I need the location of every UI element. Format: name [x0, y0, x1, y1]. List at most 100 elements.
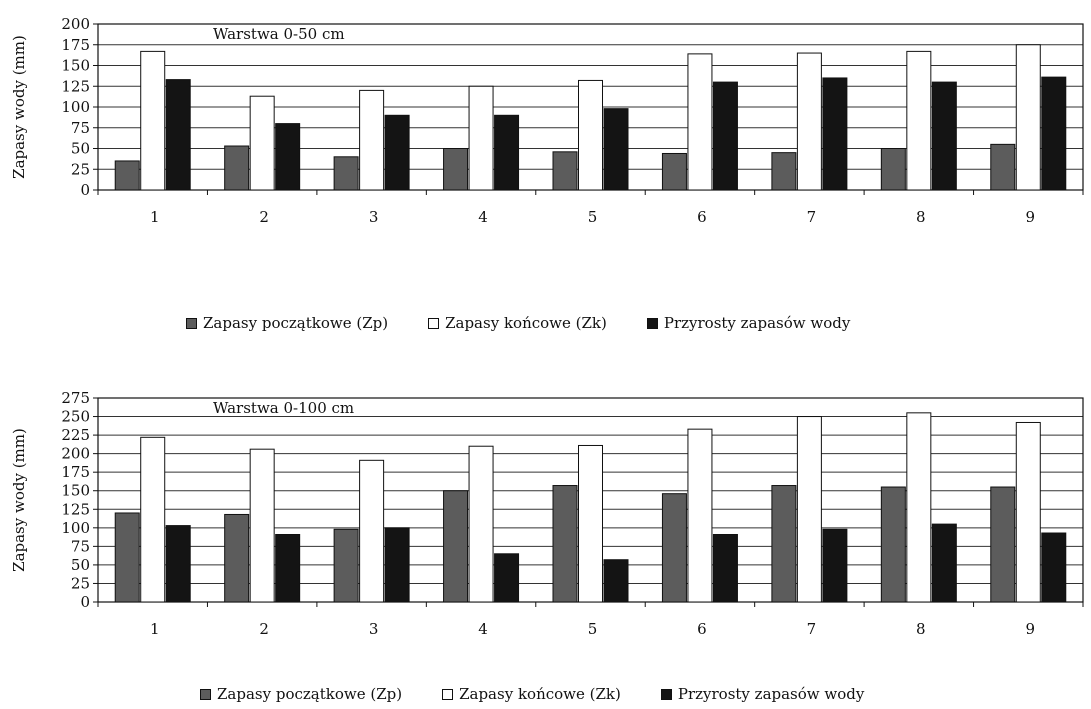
y-tick-label: 225 — [61, 426, 90, 444]
bar — [1041, 76, 1067, 191]
bar — [114, 160, 140, 191]
bar — [578, 79, 603, 191]
x-tick-label: 6 — [697, 208, 707, 226]
bar — [359, 459, 385, 603]
x-tick-label: 5 — [588, 620, 598, 638]
legend-swatch-zp — [200, 688, 211, 700]
x-tick-label: 2 — [259, 208, 269, 226]
bar — [468, 85, 494, 191]
y-tick-label: 200 — [61, 15, 90, 33]
x-tick-label: 3 — [369, 208, 379, 226]
x-tick-label: 4 — [478, 620, 488, 638]
bar — [712, 533, 738, 603]
legend-swatch-zp — [186, 317, 197, 329]
y-tick-label: 275 — [61, 389, 90, 407]
bar — [661, 493, 687, 603]
legend-bottom: Zapasy początkowe (Zp) Zapasy końcowe (Z… — [200, 685, 904, 703]
y-tick-label: 175 — [61, 36, 90, 54]
bar — [712, 81, 738, 191]
y-tick-label: 100 — [61, 98, 90, 116]
bar — [687, 53, 713, 191]
bar — [494, 114, 520, 191]
legend-item-przyrosty: Przyrosty zapasów wody — [646, 314, 851, 332]
bar — [880, 148, 906, 191]
y-tick-label: 125 — [61, 500, 90, 518]
bar — [140, 436, 166, 603]
bar — [384, 527, 410, 603]
bar — [1015, 44, 1041, 191]
y-tick-label: 150 — [61, 482, 90, 500]
bar — [552, 151, 578, 191]
bar — [990, 143, 1016, 191]
bar — [443, 148, 469, 191]
y-tick-label: 25 — [71, 160, 90, 178]
legend-item-przyrosty: Przyrosty zapasów wody — [660, 685, 865, 703]
bar — [578, 444, 603, 603]
legend-item-zk: Zapasy końcowe (Zk) — [442, 685, 621, 703]
legend-top: Zapasy początkowe (Zp) Zapasy końcowe (Z… — [186, 314, 890, 332]
bar — [661, 152, 687, 191]
bar — [359, 89, 385, 191]
y-tick-label: 125 — [61, 77, 90, 95]
bar — [1041, 532, 1067, 603]
bar — [822, 77, 848, 191]
y-tick-label: 150 — [61, 57, 90, 75]
bar — [224, 145, 250, 191]
x-tick-label: 2 — [259, 620, 269, 638]
bar — [275, 533, 301, 603]
bar — [443, 490, 469, 603]
bar — [771, 485, 797, 603]
x-tick-label: 4 — [478, 208, 488, 226]
bar — [687, 428, 713, 603]
legend-swatch-zk — [442, 688, 454, 700]
bar — [796, 416, 822, 603]
x-tick-label: 1 — [150, 620, 160, 638]
legend-label: Zapasy końcowe (Zk) — [445, 314, 607, 332]
bar — [603, 559, 629, 603]
legend-label: Zapasy początkowe (Zp) — [203, 314, 389, 332]
x-tick-label: 8 — [916, 208, 926, 226]
legend-item-zp: Zapasy początkowe (Zp) — [200, 685, 402, 703]
bar — [771, 152, 797, 191]
y-tick-label: 0 — [80, 181, 90, 199]
bar — [114, 512, 140, 603]
bar — [603, 108, 629, 191]
x-tick-label: 7 — [807, 620, 817, 638]
y-tick-label: 75 — [71, 537, 90, 555]
bar — [931, 523, 957, 603]
x-tick-label: 9 — [1026, 208, 1036, 226]
legend-swatch-przyrosty — [660, 688, 672, 700]
y-tick-label: 75 — [71, 119, 90, 137]
y-tick-label: 0 — [80, 593, 90, 611]
bar — [494, 553, 520, 603]
bar — [165, 525, 191, 603]
x-tick-label: 7 — [807, 208, 817, 226]
legend-label: Przyrosty zapasów wody — [663, 314, 851, 332]
legend-label: Przyrosty zapasów wody — [677, 685, 865, 703]
y-tick-label: 50 — [71, 556, 90, 574]
bar — [275, 123, 301, 191]
y-axis-label: Zapasy wody (mm) — [10, 428, 28, 572]
bar — [552, 485, 578, 603]
bar — [931, 81, 957, 191]
bar — [333, 528, 359, 603]
bar — [1015, 421, 1041, 603]
layer-annotation: Warstwa 0-100 cm — [213, 399, 354, 417]
y-tick-label: 200 — [61, 445, 90, 463]
x-tick-label: 1 — [150, 208, 160, 226]
bar — [990, 486, 1016, 603]
y-axis-label: Zapasy wody (mm) — [10, 35, 28, 179]
x-tick-label: 3 — [369, 620, 379, 638]
legend-swatch-przyrosty — [646, 317, 658, 329]
bar — [384, 114, 410, 191]
bar — [249, 95, 275, 191]
bar — [822, 528, 848, 603]
legend-item-zk: Zapasy końcowe (Zk) — [428, 314, 607, 332]
x-tick-label: 5 — [588, 208, 598, 226]
x-tick-label: 6 — [697, 620, 707, 638]
bar — [906, 412, 932, 603]
x-tick-label: 8 — [916, 620, 926, 638]
